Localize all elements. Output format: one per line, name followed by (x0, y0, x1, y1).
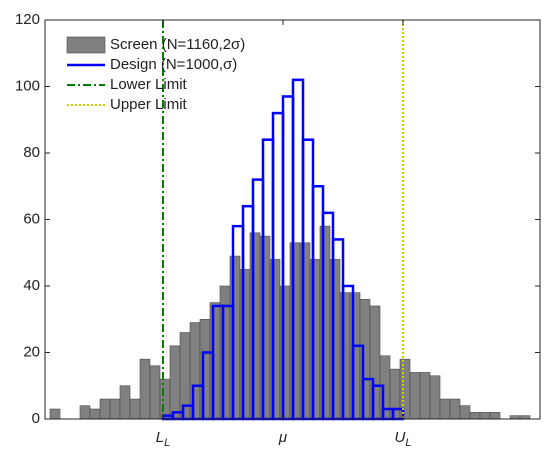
histogram-bar (489, 412, 501, 420)
histogram-bar (479, 412, 491, 420)
histogram-bar (209, 302, 221, 420)
histogram-bar (239, 269, 251, 420)
histogram-bar (129, 398, 141, 420)
histogram-bar (149, 365, 161, 420)
histogram-bar (439, 398, 451, 420)
y-tick-label: 100 (15, 77, 40, 94)
x-tick-label-main: μ (278, 429, 287, 446)
y-tick-label: 40 (23, 277, 40, 294)
histogram-bar (139, 358, 151, 420)
histogram-bar (319, 225, 331, 420)
histogram-bar (339, 292, 351, 420)
legend-label: Lower Limit (110, 76, 188, 93)
x-tick-label-subscript: L (164, 437, 170, 449)
histogram-bar (299, 242, 311, 420)
y-tick-label: 60 (23, 210, 40, 227)
histogram-bar (159, 378, 171, 420)
legend-label: Upper Limit (110, 96, 188, 113)
histogram-bar (449, 398, 461, 420)
histogram-bar (119, 385, 131, 420)
histogram-bar (99, 398, 111, 420)
histogram-bar (169, 345, 181, 420)
histogram-bar (229, 255, 241, 420)
histogram-bar (89, 408, 101, 420)
histogram-bar (49, 408, 61, 420)
histogram-bar (249, 232, 261, 420)
x-tick-label-main: L (156, 429, 164, 446)
histogram-bar (259, 235, 271, 420)
histogram-bar (349, 292, 361, 420)
histogram-bar (269, 259, 281, 420)
histogram-bar (79, 405, 91, 420)
x-tick-label-subscript: L (405, 437, 411, 449)
histogram-bar (419, 372, 431, 420)
histogram-bar (279, 285, 291, 420)
histogram-bar (199, 318, 211, 420)
x-tick-label: UL (395, 429, 412, 449)
x-tick-label: LL (156, 429, 170, 449)
y-tick-label: 80 (23, 144, 40, 161)
x-tick-label: μ (278, 429, 287, 446)
histogram-bar (469, 412, 481, 420)
x-tick-label-main: U (395, 429, 406, 446)
histogram-bar (109, 398, 121, 420)
y-tick-label: 20 (23, 343, 40, 360)
histogram-bar (369, 305, 381, 420)
legend-swatch (66, 36, 106, 54)
y-tick-label: 0 (32, 410, 40, 427)
histogram-bar (459, 405, 471, 420)
y-tick-label: 120 (15, 11, 40, 28)
histogram-bar (429, 375, 441, 420)
histogram-bar (289, 242, 301, 420)
histogram-bar (309, 259, 321, 420)
histogram-bar (409, 372, 421, 420)
histogram-bar (389, 368, 401, 420)
histogram-bar (359, 298, 371, 420)
legend-label: Screen (N=1160,2σ) (110, 36, 245, 53)
histogram-bar (329, 259, 341, 420)
legend-label: Design (N=1000,σ) (110, 56, 237, 73)
